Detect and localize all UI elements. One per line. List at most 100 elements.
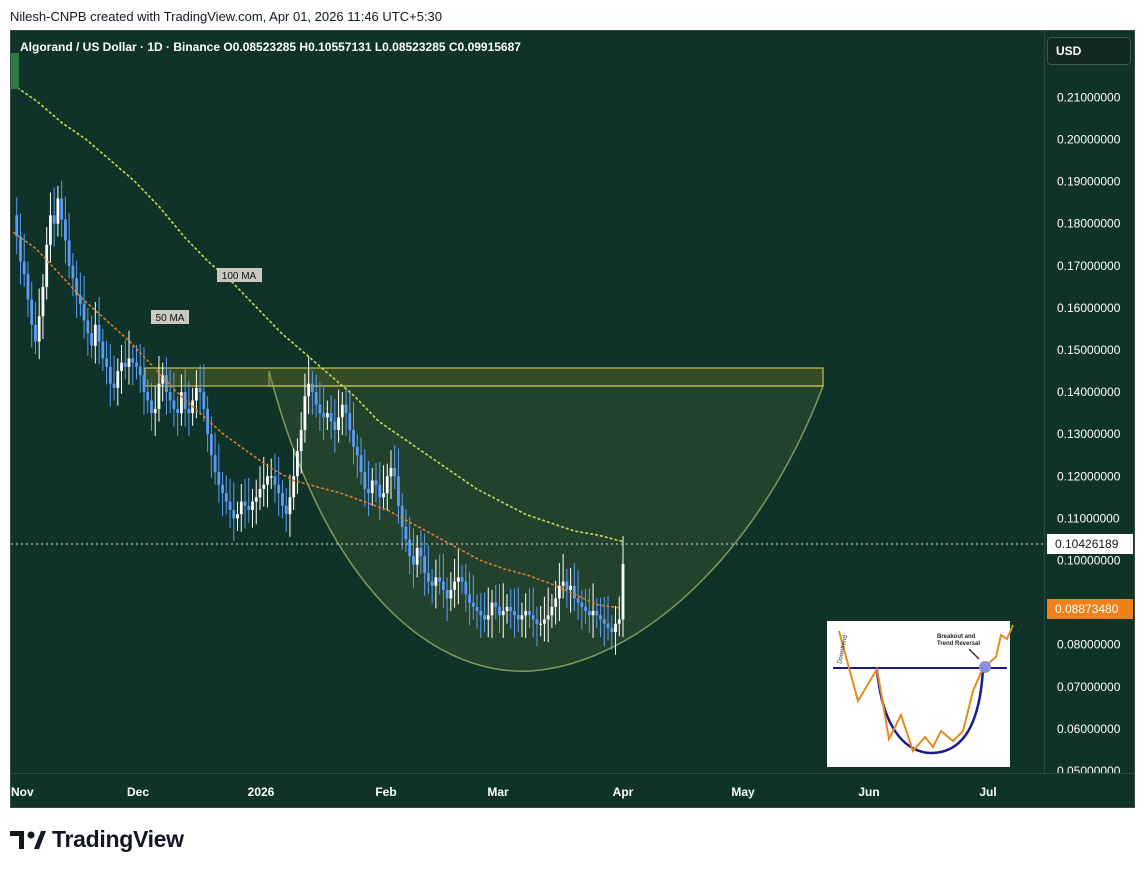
candle-body: [329, 413, 333, 422]
candle-body: [543, 619, 546, 624]
time-axis[interactable]: Nov Dec 2026 Feb Mar Apr May Jun Jul: [11, 773, 1134, 807]
price-tick-label: 0.13000000: [1057, 427, 1121, 441]
candle-body: [101, 341, 105, 359]
candle-body: [348, 413, 352, 430]
candle-body: [202, 392, 206, 409]
time-tick-label: Mar: [487, 785, 509, 799]
candle-body: [97, 324, 101, 342]
candle-body: [105, 358, 108, 367]
candle-body: [86, 320, 90, 334]
candle-body: [209, 434, 213, 456]
candle-body: [382, 493, 385, 498]
candle-body: [479, 611, 483, 616]
candle-body: [565, 581, 569, 590]
time-tick-label: Apr: [613, 785, 634, 799]
candle-body: [337, 417, 340, 430]
candle-body: [243, 501, 247, 506]
inset-price-path: [838, 624, 1014, 753]
candle-body: [165, 375, 168, 393]
inset-cup-curve: [875, 668, 985, 755]
candle-body: [176, 408, 180, 414]
candle-body: [505, 606, 509, 612]
cup-shape: [268, 370, 825, 672]
price-tick-label: 0.14000000: [1057, 385, 1121, 399]
candle-body: [187, 408, 191, 414]
top-left-marker: [11, 53, 19, 89]
candle-body: [501, 611, 505, 616]
time-tick-label: Nov: [11, 785, 34, 799]
candle-body: [453, 581, 456, 590]
candle-body: [30, 299, 34, 325]
candle-body: [524, 611, 528, 616]
footer-brand: TradingView: [52, 826, 184, 852]
time-tick-label: Jul: [979, 785, 996, 799]
candle-body: [460, 577, 464, 582]
candle-body: [412, 556, 415, 565]
candle-body: [49, 215, 52, 245]
candle-body: [135, 362, 138, 367]
candle-body: [172, 400, 176, 409]
ma50-label: 50 MA: [156, 313, 185, 324]
candle-body: [71, 265, 75, 279]
candle-body: [26, 274, 30, 300]
candle-body: [557, 585, 561, 599]
chart-svg[interactable]: 100 MA 50 MA Downtrend Breakout and Tren…: [11, 31, 1134, 807]
candle-body: [34, 324, 37, 342]
candle-body: [539, 623, 543, 625]
candle-body: [426, 573, 430, 582]
candle-body: [509, 606, 513, 612]
candle-body: [344, 404, 348, 414]
candle-body: [430, 581, 434, 586]
candle-body: [299, 429, 303, 452]
candle-body: [277, 484, 281, 494]
candle-body: [296, 451, 299, 477]
last-price-label-bg: [1047, 534, 1133, 554]
candle-body: [325, 413, 329, 418]
candle-body: [355, 446, 359, 456]
candle-body: [456, 577, 460, 582]
candle-body: [153, 408, 157, 414]
candle-body: [266, 476, 269, 485]
candle-body: [445, 589, 449, 599]
price-tick-label: 0.15000000: [1057, 343, 1121, 357]
candle-body: [561, 581, 565, 586]
price-tick-label: 0.10000000: [1057, 554, 1121, 568]
ma100-line: [12, 84, 624, 543]
candle-body: [385, 476, 389, 494]
candle-body: [404, 526, 408, 540]
price-tick-label: 0.20000000: [1057, 133, 1121, 147]
ma50-line: [12, 231, 622, 609]
candle-body: [419, 547, 423, 557]
inset-breakout-dot: [979, 661, 991, 673]
time-tick-label: Feb: [375, 785, 396, 799]
candle-body: [41, 286, 45, 317]
candle-body: [486, 615, 490, 620]
cup-handle-inset: Downtrend Breakout and Trend Reversal: [827, 621, 1014, 767]
candle-body: [206, 408, 210, 435]
candle-body: [232, 509, 236, 519]
chart-panel[interactable]: 100 MA 50 MA Downtrend Breakout and Tren…: [10, 30, 1135, 808]
currency-button[interactable]: USD: [1047, 37, 1131, 65]
price-axis[interactable]: 0.21000000 0.20000000 0.19000000 0.18000000…: [1044, 31, 1134, 773]
candle-body: [606, 623, 610, 628]
ma50-annotation: 50 MA: [151, 310, 189, 324]
candle-body: [584, 606, 587, 612]
candle-body: [363, 472, 367, 489]
candle-body: [415, 547, 419, 565]
candle-body: [576, 598, 580, 603]
candle-body: [535, 619, 539, 624]
candle-body: [52, 215, 56, 224]
candle-body: [498, 606, 501, 616]
candle-body: [221, 484, 224, 494]
price-tick-label: 0.19000000: [1057, 175, 1121, 189]
inset-downtrend-label: Downtrend: [837, 635, 849, 665]
price-tick-label: 0.11000000: [1057, 511, 1120, 525]
candle-body: [587, 611, 591, 616]
candle-body: [468, 594, 471, 603]
ma-lines-group: [12, 84, 624, 609]
candle-body: [397, 476, 400, 506]
ma100-label: 100 MA: [222, 271, 257, 282]
price-tick-label: 0.07000000: [1057, 680, 1121, 694]
candle-body: [408, 539, 412, 557]
candle-body: [621, 563, 625, 620]
